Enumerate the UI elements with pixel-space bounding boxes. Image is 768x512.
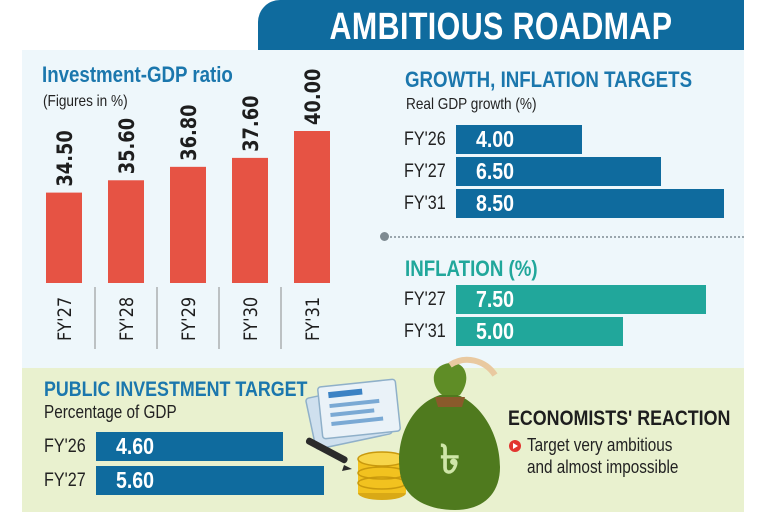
hbar: 6.50 bbox=[456, 157, 661, 186]
investment-value-label: 34.50 bbox=[53, 130, 78, 186]
investment-gdp-chart: 34.50 FY'27 35.60 FY'28 36.80 FY'29 37.60 FY'30… bbox=[46, 69, 330, 349]
investment-value-label: 37.60 bbox=[239, 95, 264, 151]
investment-bar bbox=[232, 157, 268, 283]
money-bag-icon: ৳ bbox=[399, 356, 500, 510]
economists-line-2: and almost impossible bbox=[527, 457, 679, 477]
hbar-value-label: 5.60 bbox=[116, 467, 155, 493]
hbar: 4.00 bbox=[456, 125, 582, 154]
hbar-category-label: FY'26 bbox=[44, 436, 86, 457]
inflation-chart-title: INFLATION (%) bbox=[405, 256, 538, 281]
hbar-category-label: FY'26 bbox=[404, 129, 446, 150]
economists-title: ECONOMISTS' REACTION bbox=[508, 407, 731, 430]
investment-category-label: FY'29 bbox=[179, 297, 201, 341]
divider-dot bbox=[380, 232, 389, 241]
economists-line-1: Target very ambitious bbox=[527, 435, 673, 455]
hbar: 7.50 bbox=[456, 285, 706, 314]
play-bullet-icon bbox=[509, 440, 521, 452]
hbar-value-label: 7.50 bbox=[476, 286, 515, 312]
hbar-value-label: 5.00 bbox=[476, 318, 515, 344]
investment-value-label: 40.00 bbox=[301, 69, 326, 125]
coin-stack-icon bbox=[357, 451, 407, 500]
hbar: 5.60 bbox=[96, 466, 324, 495]
hbar-value-label: 4.00 bbox=[476, 126, 515, 152]
hbar: 4.60 bbox=[96, 432, 283, 461]
money-illustration: ৳ bbox=[305, 356, 500, 510]
investment-category-label: FY'27 bbox=[55, 297, 77, 341]
investment-chart-subtitle: (Figures in %) bbox=[43, 93, 128, 110]
hbar-category-label: FY'31 bbox=[404, 321, 446, 342]
growth-chart-subtitle: Real GDP growth (%) bbox=[406, 96, 537, 113]
hbar-category-label: FY'27 bbox=[404, 289, 446, 310]
investment-category-label: FY'30 bbox=[241, 297, 263, 341]
investment-bar bbox=[108, 180, 144, 283]
investment-value-label: 35.60 bbox=[115, 118, 140, 174]
investment-chart-title: Investment-GDP ratio bbox=[42, 62, 233, 87]
hbar-category-label: FY'27 bbox=[404, 161, 446, 182]
page-title: AMBITIOUS ROADMAP bbox=[329, 6, 673, 48]
hbar-category-label: FY'27 bbox=[44, 470, 86, 491]
hbar-value-label: 6.50 bbox=[476, 158, 515, 184]
documents-icon bbox=[305, 378, 401, 450]
hbar-category-label: FY'31 bbox=[404, 193, 446, 214]
section-divider bbox=[386, 236, 744, 238]
public-investment-title: PUBLIC INVESTMENT TARGET bbox=[44, 378, 308, 401]
investment-category-label: FY'31 bbox=[303, 297, 325, 341]
hbar: 5.00 bbox=[456, 317, 623, 346]
investment-bar bbox=[170, 166, 206, 283]
investment-bar bbox=[46, 192, 82, 283]
title-banner: AMBITIOUS ROADMAP bbox=[258, 0, 744, 50]
growth-chart-title: GROWTH, INFLATION TARGETS bbox=[405, 67, 693, 92]
hbar-value-label: 4.60 bbox=[116, 433, 155, 459]
hbar-value-label: 8.50 bbox=[476, 190, 515, 216]
hbar: 8.50 bbox=[456, 189, 724, 218]
pen-icon bbox=[305, 437, 352, 471]
investment-bar bbox=[294, 131, 330, 283]
investment-value-label: 36.80 bbox=[177, 104, 202, 160]
investment-category-label: FY'28 bbox=[117, 297, 139, 341]
taka-symbol-icon: ৳ bbox=[440, 437, 460, 483]
public-investment-subtitle: Percentage of GDP bbox=[44, 402, 177, 422]
